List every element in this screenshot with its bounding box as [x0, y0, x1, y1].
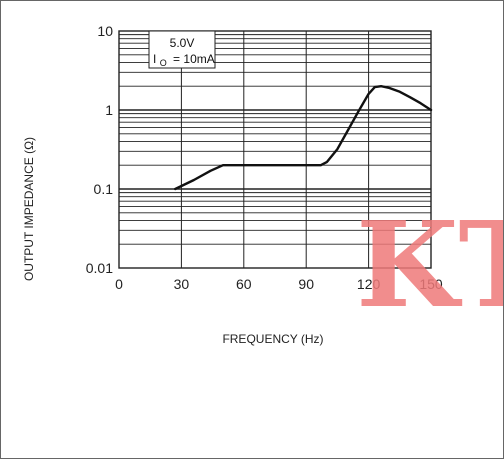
annotation-current-value: = 10mA	[173, 52, 215, 66]
annotation-current: I O = 10mA	[153, 52, 215, 69]
y-tick-label: 1	[105, 102, 113, 118]
x-tick-label: 30	[174, 276, 190, 292]
y-tick-label: 0.1	[94, 181, 114, 197]
y-axis-title: OUTPUT IMPEDANCE (Ω)	[22, 137, 36, 281]
watermark-text: KT	[356, 195, 503, 334]
watermark: KT	[356, 195, 503, 334]
annotation-box	[148, 30, 216, 69]
annotation-current-symbol: I	[153, 52, 156, 66]
annotation-current-subscript: O	[160, 58, 167, 68]
x-tick-label: 150	[419, 276, 443, 292]
x-tick-label: 120	[357, 276, 381, 292]
x-axis-title: FREQUENCY (Hz)	[222, 332, 323, 346]
x-tick-label: 60	[236, 276, 252, 292]
y-tick-label: 10	[97, 23, 113, 39]
tick-labels: 0 30 60 90 120 150 0.01 0.1 1 10	[86, 23, 443, 292]
plot-border	[118, 30, 432, 269]
x-tick-label: 0	[115, 276, 123, 292]
series	[173, 84, 433, 191]
annotation-voltage: 5.0V	[170, 36, 195, 50]
impedance-series-line	[173, 84, 433, 191]
condition-annotation: 5.0V I O = 10mA	[148, 30, 216, 69]
x-tick-label: 90	[298, 276, 314, 292]
y-tick-label: 0.01	[86, 260, 113, 276]
grid	[118, 30, 432, 269]
